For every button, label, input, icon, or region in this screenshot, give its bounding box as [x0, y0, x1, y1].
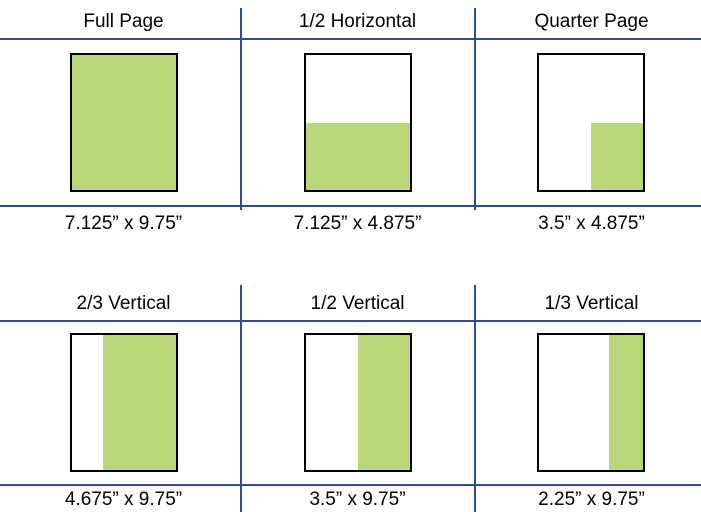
ad-area: [103, 335, 176, 470]
row1-column-divider-2: [474, 8, 476, 210]
ad-size-title: Full Page: [83, 11, 164, 32]
row2-dims-divider: [0, 484, 701, 486]
ad-size-dimensions: 3.5” x 4.875”: [538, 213, 645, 234]
ad-size-dimensions: 2.25” x 9.75”: [538, 489, 645, 510]
page-diagram: [304, 333, 412, 472]
ad-size-dimensions: 4.675” x 9.75”: [64, 489, 183, 510]
row2-title-divider: [0, 320, 701, 322]
ad-size-dimensions: 3.5” x 9.75”: [309, 489, 406, 510]
ad-size-title: 1/2 Horizontal: [298, 11, 417, 32]
ad-size-title: 1/2 Vertical: [310, 293, 405, 314]
page-diagram: [70, 53, 178, 192]
page-diagram: [304, 53, 412, 192]
ad-area: [358, 335, 410, 470]
ad-area: [72, 55, 176, 190]
row1-column-divider-1: [240, 8, 242, 210]
page-diagram: [537, 53, 645, 192]
ad-area: [306, 122, 410, 190]
ad-size-title: 2/3 Vertical: [76, 293, 171, 314]
ad-area: [591, 122, 643, 190]
row1-dims-divider: [0, 205, 701, 207]
ad-area: [608, 335, 643, 470]
ad-size-dimensions: 7.125” x 4.875”: [293, 213, 422, 234]
page-diagram: [70, 333, 178, 472]
row2-column-divider-1: [240, 285, 242, 512]
ad-size-dimensions: 7.125” x 9.75”: [64, 213, 183, 234]
row2-column-divider-2: [474, 285, 476, 512]
ad-size-title: 1/3 Vertical: [544, 293, 639, 314]
page-diagram: [537, 333, 645, 472]
row1-title-divider: [0, 38, 701, 40]
ad-size-title: Quarter Page: [534, 11, 649, 32]
